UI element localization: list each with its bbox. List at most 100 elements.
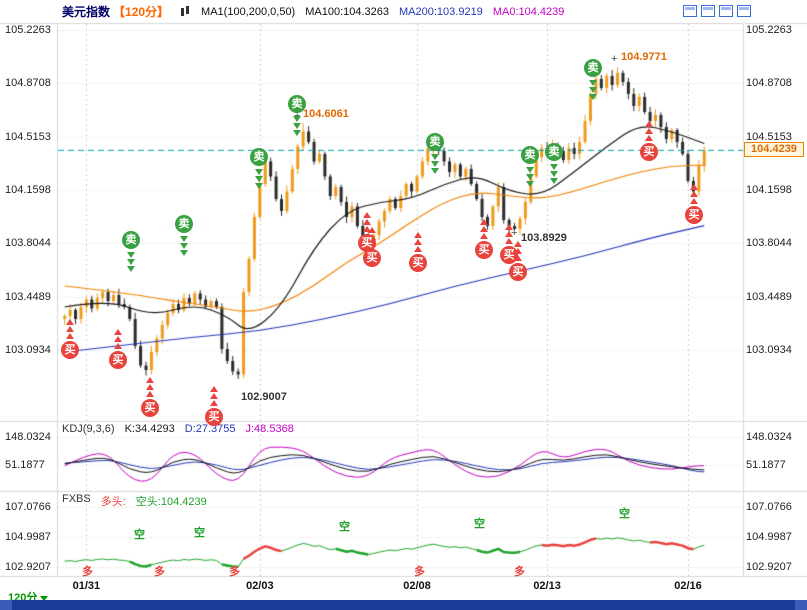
- buy-arrow-icon: [690, 198, 698, 204]
- sell-arrow-icon: [589, 94, 597, 100]
- sell-signal-badge: 卖: [584, 59, 602, 77]
- buy-signal-badge: 买: [640, 143, 658, 161]
- cascade-windows-icon[interactable]: [701, 5, 715, 17]
- sell-arrow-icon: [431, 154, 439, 160]
- buy-arrow-icon: [414, 246, 422, 252]
- fxbs-short-mark: 空: [134, 529, 145, 541]
- fxbs-short-mark: 空: [619, 508, 630, 520]
- buy-arrow-icon: [514, 241, 522, 247]
- fxbs-long-mark: 多: [229, 566, 240, 578]
- sell-arrow-icon: [431, 168, 439, 174]
- fxbs-label: FXBS: [62, 493, 91, 505]
- y-axis-label-right: 103.4489: [746, 290, 792, 303]
- kdj-d-value: D:27.3755: [184, 423, 236, 435]
- y-axis-label-left: 104.5153: [5, 130, 51, 143]
- buy-arrow-icon: [210, 393, 218, 399]
- fxbs-long-value: 多头:: [100, 496, 126, 508]
- buy-arrow-icon: [363, 226, 371, 232]
- sell-signal-badge: 卖: [250, 148, 268, 166]
- price-annotation: 102.9007: [241, 391, 287, 403]
- horizontal-scrollbar[interactable]: [0, 600, 807, 610]
- sell-arrow-icon: [589, 80, 597, 86]
- buy-arrow-icon: [114, 343, 122, 349]
- y-axis-label-left: 103.4489: [5, 290, 51, 303]
- fxbs-short-mark: 空: [194, 527, 205, 539]
- sell-arrow-icon: [180, 236, 188, 242]
- sell-arrow-icon: [293, 123, 301, 129]
- buy-arrow-icon: [690, 184, 698, 190]
- sell-signal-badge: 卖: [175, 215, 193, 233]
- y-axis-label-right: 104.5153: [746, 130, 792, 143]
- buy-arrow-icon: [146, 391, 154, 397]
- price-annotation: 103.8929: [521, 232, 567, 244]
- buy-arrow-icon: [514, 255, 522, 261]
- ma100-value: MA100:104.3263: [305, 5, 390, 18]
- kdj-j-value: J:48.5368: [245, 423, 294, 435]
- fxbs-short-mark: 空: [339, 521, 350, 533]
- split-pane-icon[interactable]: [737, 5, 751, 17]
- buy-signal-badge: 买: [500, 246, 518, 264]
- y-axis-label-left: 104.1598: [5, 184, 51, 196]
- scrollbar-right-cap[interactable]: [795, 600, 807, 610]
- buy-arrow-icon: [66, 326, 74, 332]
- buy-arrow-icon: [114, 329, 122, 335]
- sell-arrow-icon: [550, 171, 558, 177]
- tile-windows-icon[interactable]: [683, 5, 697, 17]
- sell-signal-badge: 卖: [521, 146, 539, 164]
- buy-arrow-icon: [363, 212, 371, 218]
- buy-arrow-icon: [645, 135, 653, 141]
- buy-signal-badge: 买: [475, 241, 493, 259]
- buy-arrow-icon: [514, 248, 522, 254]
- sell-signal-badge: 卖: [288, 95, 306, 113]
- fxbs-short-value: 空头:104.4239: [135, 496, 207, 508]
- scrollbar-left-cap[interactable]: [0, 600, 12, 610]
- fxbs-axis-label-right: 102.9207: [746, 560, 792, 573]
- sell-arrow-icon: [180, 250, 188, 256]
- maximize-pane-icon[interactable]: [719, 5, 733, 17]
- buy-arrow-icon: [414, 239, 422, 245]
- x-axis-date-label: 02/03: [246, 580, 274, 592]
- y-axis-label-left: 104.8708: [5, 77, 51, 90]
- fxbs-long-mark: 多: [514, 566, 525, 578]
- kdj-header: KDJ(9,3,6) K:34.4293 D:27.3755 J:48.5368: [62, 423, 294, 435]
- fxbs-axis-label-left: 107.0766: [5, 501, 51, 513]
- fxbs-axis-label-right: 104.9987: [746, 531, 792, 543]
- kdj-axis-label-left: 148.0324: [5, 431, 51, 443]
- sell-arrow-icon: [127, 259, 135, 265]
- y-axis-label-right: 103.0934: [746, 343, 792, 356]
- fxbs-axis-label-right: 107.0766: [746, 501, 792, 513]
- kdj-k-value: K:34.4293: [124, 423, 175, 435]
- current-price-tag: 104.4239: [744, 142, 804, 158]
- ma0-value: MA0:104.4239: [492, 5, 565, 18]
- buy-arrow-icon: [480, 226, 488, 232]
- timeframe-label: 【120分】: [113, 5, 170, 19]
- buy-arrow-icon: [66, 319, 74, 325]
- sell-arrow-icon: [255, 183, 263, 189]
- sell-arrow-icon: [127, 266, 135, 272]
- fxbs-axis-label-left: 102.9207: [5, 560, 51, 573]
- buy-arrow-icon: [645, 128, 653, 134]
- buy-arrow-icon: [480, 233, 488, 239]
- window-controls: [683, 5, 751, 17]
- buy-arrow-icon: [210, 400, 218, 406]
- sell-arrow-icon: [589, 87, 597, 93]
- buy-signal-badge: 买: [109, 351, 127, 369]
- chevron-down-icon: [40, 596, 49, 601]
- buy-arrow-icon: [146, 384, 154, 390]
- ma-indicator-icon: [179, 6, 191, 17]
- buy-signal-badge: 买: [409, 254, 427, 272]
- price-annotation: 104.9771: [621, 51, 667, 63]
- fxbs-axis-label-left: 104.9987: [5, 531, 51, 543]
- y-axis-label-right: 103.8044: [746, 237, 792, 250]
- buy-arrow-icon: [645, 121, 653, 127]
- sell-arrow-icon: [526, 181, 534, 187]
- buy-arrow-icon: [114, 336, 122, 342]
- sell-arrow-icon: [127, 252, 135, 258]
- sell-arrow-icon: [255, 176, 263, 182]
- buy-arrow-icon: [210, 386, 218, 392]
- fxbs-long-mark: 多: [154, 566, 165, 578]
- ma200-value: MA200:103.9219: [399, 5, 483, 18]
- ma-settings-label: MA1(100,200,0,50): [201, 5, 296, 18]
